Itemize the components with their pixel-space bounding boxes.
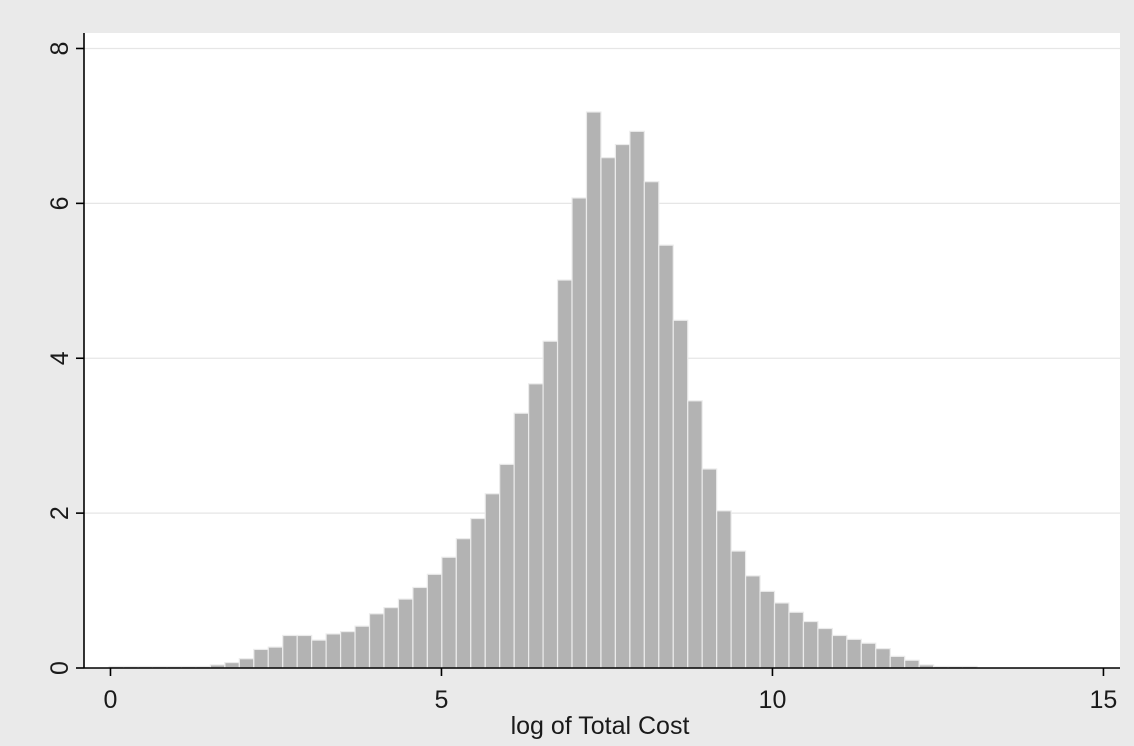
histogram-bar [817, 627, 833, 669]
histogram-bar [296, 634, 313, 669]
y-tick-label: 0 [46, 661, 74, 675]
ticks: 0 2 4 6 8 0 5 10 15 [46, 42, 1117, 714]
histogram-bar [267, 646, 284, 669]
x-tick-label: 15 [1090, 686, 1118, 714]
histogram-bar [629, 130, 645, 669]
histogram-bar [716, 510, 732, 669]
histogram-bar [687, 400, 703, 669]
histogram-bar [368, 613, 385, 669]
histogram-bar [744, 575, 761, 669]
histogram-bar [282, 634, 298, 669]
histogram-bar [701, 468, 718, 669]
x-tick-label: 10 [759, 686, 787, 714]
histogram-bar [325, 633, 342, 669]
histogram-bar [788, 611, 805, 669]
histogram-bar [354, 625, 371, 669]
histogram-bar [484, 493, 501, 669]
axes [83, 33, 1120, 669]
histogram-bar [528, 383, 544, 669]
histogram-bar [889, 655, 906, 669]
histogram-bar [860, 642, 877, 669]
histogram-bar [831, 634, 848, 669]
histogram-bar [585, 111, 602, 669]
y-tick-label: 6 [46, 196, 74, 210]
histogram-bar [455, 538, 472, 669]
x-axis-title: log of Total Cost [511, 712, 690, 740]
histogram-bar [658, 244, 674, 669]
histogram-bar [470, 517, 486, 669]
histogram-bar [875, 648, 891, 669]
histogram-bar [802, 620, 819, 669]
histogram-bar [672, 319, 689, 669]
histogram-bar [426, 573, 443, 669]
histogram-bar [556, 279, 573, 669]
y-tick-label: 4 [46, 351, 74, 365]
histogram-bar [253, 648, 269, 669]
histogram-bar [730, 550, 747, 669]
histogram-bar [846, 638, 862, 669]
histogram-bar [339, 631, 356, 669]
histogram-bar [383, 606, 400, 669]
histogram-bar [397, 598, 414, 669]
x-tick-label: 0 [104, 686, 118, 714]
histogram-bar [904, 659, 920, 669]
histogram-bar [759, 590, 776, 669]
histogram-bar [571, 197, 588, 669]
y-tick-label: 8 [46, 42, 74, 56]
histogram-bar [643, 181, 660, 669]
histogram-bar [773, 602, 790, 669]
histogram-bar [600, 157, 617, 669]
histogram-bar [441, 556, 457, 669]
histogram-bar [513, 412, 530, 669]
histogram-bar [224, 661, 240, 669]
histogram-bar [614, 143, 631, 669]
histogram-bar [542, 340, 559, 669]
histogram-bar [499, 463, 515, 669]
x-tick-label: 5 [435, 686, 449, 714]
histogram-bar [412, 586, 428, 669]
y-tick-label: 2 [46, 506, 74, 520]
histogram-bar [311, 639, 327, 669]
histogram-bar [238, 658, 255, 669]
